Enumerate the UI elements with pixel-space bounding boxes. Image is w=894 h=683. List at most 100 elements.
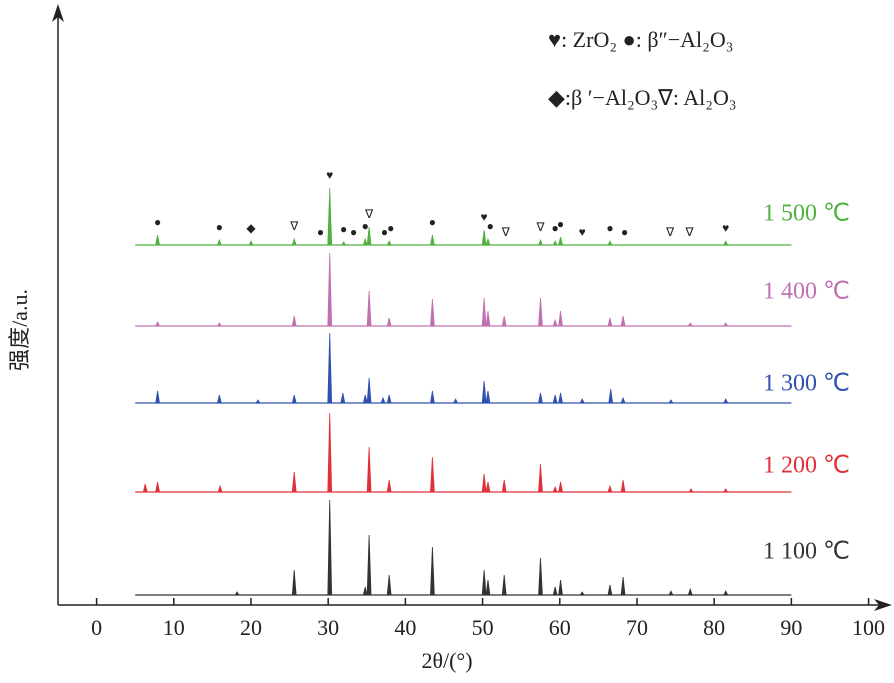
peak (386, 479, 392, 493)
phase-marker: ● (340, 222, 347, 236)
x-tick-label: 100 (852, 615, 885, 640)
phase-marker: ∇ (665, 225, 675, 239)
peak (723, 398, 729, 404)
x-tick-label: 40 (394, 615, 416, 640)
x-tick-label: 20 (240, 615, 262, 640)
phase-marker: ∇ (535, 220, 545, 234)
peak (558, 579, 563, 596)
peak (366, 377, 372, 404)
peak (620, 479, 626, 493)
peak (380, 396, 386, 404)
phase-marker: ∇ (364, 207, 374, 221)
peak (620, 396, 626, 404)
peak (501, 479, 507, 493)
peak (538, 392, 543, 404)
x-tick-label: 30 (317, 615, 339, 640)
x-axis-label: 2θ/(°) (421, 648, 472, 673)
peak (537, 238, 543, 246)
peak (216, 238, 222, 246)
peak (608, 388, 614, 404)
peak (552, 586, 558, 596)
peak (291, 394, 297, 404)
peak (366, 226, 372, 246)
phase-marker: ◆ (246, 221, 256, 235)
peak (607, 584, 613, 596)
peak (291, 315, 297, 327)
legend-entry: ◆:β ′−Al₂O₃∇: Al₂O₃ (548, 85, 737, 110)
peak (485, 310, 491, 327)
peak (217, 484, 223, 493)
peak (155, 390, 160, 404)
phase-marker: ● (350, 225, 357, 239)
peak (386, 574, 392, 596)
peak (386, 240, 392, 246)
phase-marker: ● (429, 215, 436, 229)
legend-entry: ♥: ZrO₂ ●: β″−Al₂O₃ (548, 27, 733, 52)
peak (429, 234, 435, 246)
x-tick-label: 70 (626, 615, 648, 640)
phase-marker: ● (621, 225, 628, 239)
peak (579, 398, 585, 404)
x-tick-label: 60 (549, 615, 571, 640)
phase-marker: ● (216, 220, 223, 234)
phase-marker: ● (557, 217, 564, 231)
phase-marker: ♥ (579, 225, 586, 239)
peak (291, 569, 297, 596)
peak (362, 586, 368, 596)
peak (481, 229, 487, 246)
peak (340, 241, 347, 246)
peak (538, 297, 543, 327)
peak (255, 399, 261, 404)
peak (481, 380, 487, 404)
peak (485, 481, 491, 493)
peak (723, 488, 729, 493)
peak (558, 481, 563, 493)
peak (501, 574, 507, 596)
peak (430, 456, 435, 493)
peak (366, 534, 372, 596)
peak (155, 234, 160, 246)
phase-marker: ♥ (481, 210, 488, 224)
peak (430, 546, 435, 596)
phase-marker: ♥ (326, 168, 333, 182)
peak (485, 237, 491, 246)
phase-marker: ● (387, 221, 394, 235)
peak (501, 315, 507, 327)
peak (142, 483, 148, 493)
x-tick-label: 10 (163, 615, 185, 640)
peak (327, 332, 333, 404)
peak (558, 236, 563, 246)
y-axis-label: 强度/a.u. (7, 289, 32, 371)
y-arrow (52, 4, 64, 22)
phase-marker: ● (154, 215, 161, 229)
peak (366, 290, 372, 327)
peak (620, 576, 626, 596)
phase-marker: ● (362, 219, 369, 233)
peak (340, 392, 346, 404)
x-arrow (874, 599, 892, 611)
peak (607, 484, 613, 493)
peak (386, 394, 392, 404)
peak (688, 488, 694, 493)
peak (234, 591, 240, 596)
series-label: 1 400 ℃ (763, 279, 850, 305)
peak (552, 485, 558, 493)
series-label: 1 100 ℃ (763, 539, 850, 565)
peak (485, 579, 491, 596)
peak (552, 318, 558, 327)
peak (485, 390, 491, 404)
peak (607, 317, 613, 327)
peak (362, 394, 368, 404)
peak (481, 473, 487, 493)
x-tick-label: 50 (472, 615, 494, 640)
peak (155, 481, 160, 493)
peak (366, 446, 372, 493)
peak (362, 237, 368, 246)
phase-marker: ∇ (289, 219, 299, 233)
peak (579, 591, 585, 596)
peak (291, 237, 297, 246)
phase-marker: ● (487, 219, 494, 233)
peak (430, 298, 435, 327)
peak (481, 297, 487, 327)
